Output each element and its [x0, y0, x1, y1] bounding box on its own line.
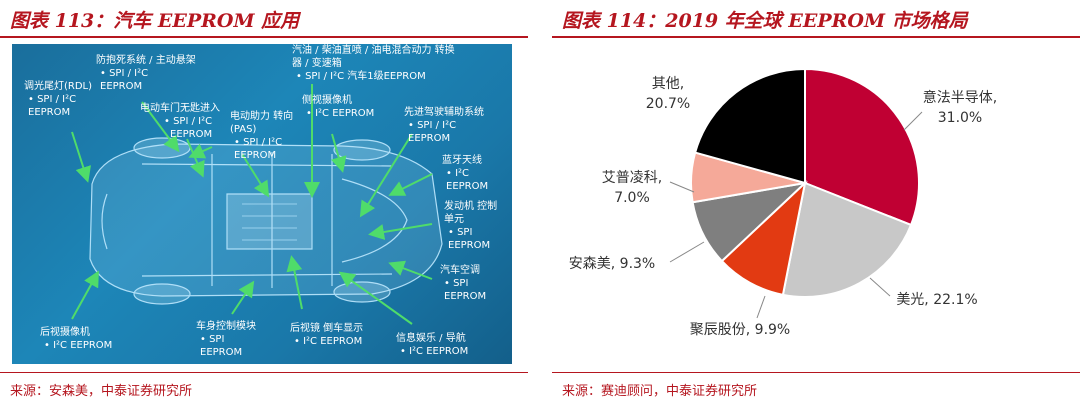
label-powertrain-proto-1: • SPI / I²C 汽车1级EEPROM: [296, 71, 426, 82]
right-panel: 图表 114：2019 年全球 EEPROM 市场格局 意法半导体, 31.0% 美…: [552, 0, 1080, 404]
label-bluetooth: 蓝牙天线 • I²C EEPROM: [442, 154, 488, 193]
label-ecu: 发动机 控制单元 • SPI EEPROM: [444, 200, 504, 252]
label-ecu-proto-1: • SPI: [448, 227, 473, 238]
label-adas-proto-2: EEPROM: [408, 133, 451, 144]
label-bluetooth-proto-2: EEPROM: [446, 181, 489, 192]
pie-label-2: 美光, 22.1%: [896, 292, 977, 308]
label-pas-title: 电动助力 转向(PAS): [230, 111, 294, 135]
car-illustration: [71, 84, 443, 325]
label-mirror: 后视镜 倒车显示 • I²C EEPROM: [290, 322, 380, 348]
pie-leader-line-1: [903, 111, 923, 131]
label-powertrain: 汽油 / 柴油直喷 / 油电混合动力 转换器 / 变速箱 • SPI / I²C…: [292, 44, 462, 83]
pie-label-value-6: 20.7%: [646, 96, 690, 112]
label-abs-proto-1: • SPI / I²C: [100, 68, 149, 79]
label-power-door: 电动车门无匙进入 • SPI / I²C EEPROM: [140, 102, 220, 141]
market-share-pie-chart: 意法半导体, 31.0% 美光, 22.1% 聚辰股份, 9.9% 安森美, 9.3% 艾…: [569, 67, 997, 338]
label-bcm: 车身控制模块 • SPI EEPROM: [196, 320, 256, 359]
label-infotainment-proto-1: • I²C EEPROM: [400, 346, 469, 357]
left-panel: 图表 113：汽车 EEPROM 应用: [0, 0, 528, 404]
label-abs-proto-2: EEPROM: [100, 81, 143, 92]
label-bcm-proto-1: • SPI: [200, 334, 225, 345]
label-rdl: 调光尾灯(RDL) • SPI / I²C EEPROM: [24, 80, 92, 119]
label-ecu-proto-2: EEPROM: [448, 240, 491, 251]
label-pas-proto-2: EEPROM: [234, 150, 277, 161]
label-abs-title: 防抱死系统 / 主动悬架: [96, 55, 196, 66]
label-hvac-title: 汽车空调: [440, 265, 480, 276]
label-rear-camera-proto-1: • I²C EEPROM: [44, 340, 113, 351]
label-rdl-proto-2: EEPROM: [28, 107, 71, 118]
label-power-door-title: 电动车门无匙进入: [140, 103, 220, 114]
label-adas-title: 先进驾驶辅助系统: [404, 107, 484, 118]
label-rear-camera: 后视摄像机 • I²C EEPROM: [40, 326, 112, 352]
label-abs: 防抱死系统 / 主动悬架 • SPI / I²C EEPROM: [96, 54, 196, 93]
left-source: 来源：安森美，中泰证券研究所: [10, 384, 193, 399]
label-rdl-proto-1: • SPI / I²C: [28, 94, 77, 105]
label-power-door-proto-1: • SPI / I²C: [164, 116, 213, 127]
right-source: 来源：赛迪顾问，中泰证券研究所: [562, 384, 758, 399]
label-adas: 先进驾驶辅助系统 • SPI / I²C EEPROM: [404, 106, 484, 145]
right-title-rule: [552, 36, 1080, 38]
label-pas-proto-1: • SPI / I²C: [234, 137, 283, 148]
label-powertrain-title: 汽油 / 柴油直喷 / 油电混合动力 转换器 / 变速箱: [292, 45, 455, 69]
label-mirror-proto-1: • I²C EEPROM: [294, 336, 363, 347]
pie-label-value-1: 31.0%: [938, 110, 982, 126]
label-ecu-title: 发动机 控制单元: [444, 201, 498, 225]
right-source-rule: [552, 372, 1080, 373]
label-side-camera-proto-1: • I²C EEPROM: [306, 108, 375, 119]
left-title-rule: [0, 36, 528, 38]
pie-leader-line-2: [869, 277, 891, 297]
pie-label-3: 聚辰股份, 9.9%: [690, 322, 790, 338]
connector-arrows: [71, 84, 433, 325]
label-rear-camera-title: 后视摄像机: [40, 327, 90, 338]
label-pas: 电动助力 转向(PAS) • SPI / I²C EEPROM: [230, 110, 308, 162]
label-rdl-title: 调光尾灯(RDL): [24, 81, 93, 92]
pie-label-value-5: 7.0%: [614, 190, 650, 206]
label-bluetooth-title: 蓝牙天线: [442, 155, 482, 166]
label-adas-proto-1: • SPI / I²C: [408, 120, 457, 131]
left-figure-title: 图表 113：汽车 EEPROM 应用: [10, 10, 300, 32]
label-mirror-title: 后视镜 倒车显示: [290, 323, 364, 334]
label-bluetooth-proto-1: • I²C: [446, 168, 470, 179]
pie-slice-6: [693, 67, 806, 185]
label-power-door-proto-2: EEPROM: [170, 129, 213, 140]
pie-leader-line-3: [756, 295, 766, 319]
label-bcm-proto-2: EEPROM: [200, 347, 243, 358]
automotive-eeprom-diagram: 调光尾灯(RDL) • SPI / I²C EEPROM 防抱死系统 / 主动悬…: [12, 44, 512, 364]
car-body-shape: [89, 137, 443, 305]
pie-slice-1: [804, 67, 920, 227]
label-bcm-title: 车身控制模块: [196, 321, 256, 332]
label-side-camera: 侧视摄像机 • I²C EEPROM: [302, 94, 374, 120]
label-infotainment-title: 信息娱乐 / 导航: [396, 333, 466, 344]
pie-label-4: 安森美, 9.3%: [569, 256, 655, 272]
pie-label-6: 其他,: [652, 76, 684, 92]
label-hvac-proto-2: EEPROM: [444, 291, 487, 302]
right-figure-title: 图表 114：2019 年全球 EEPROM 市场格局: [562, 10, 968, 32]
label-infotainment: 信息娱乐 / 导航 • I²C EEPROM: [396, 332, 468, 358]
left-source-rule: [0, 372, 528, 373]
label-hvac-proto-1: • SPI: [444, 278, 469, 289]
label-hvac: 汽车空调 • SPI EEPROM: [440, 264, 486, 303]
pie-label-5: 艾普凌科,: [602, 170, 662, 186]
pie-slice-2: [781, 181, 913, 298]
pie-label-1: 意法半导体,: [923, 89, 997, 106]
pie-leader-line-5: [669, 181, 695, 193]
label-side-camera-title: 侧视摄像机: [302, 95, 352, 106]
pie-leader-line-4: [669, 241, 705, 263]
